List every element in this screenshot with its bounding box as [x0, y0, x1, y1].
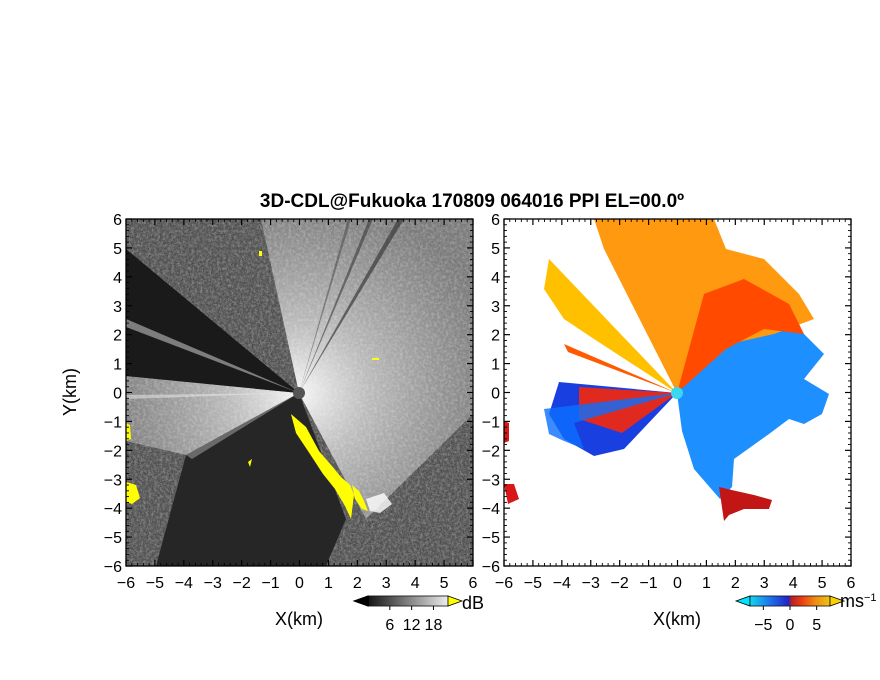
velocity-y-tick-label: 4 [491, 270, 500, 287]
bright-spots [366, 493, 392, 513]
velocity-y-tick-label: −3 [482, 472, 500, 489]
blocked-sector [126, 249, 299, 393]
velocity-colorbar-unit: ms−1 [840, 591, 877, 611]
velocity-x-tick-label: −2 [611, 575, 629, 592]
velocity-colorbar-tick-label: 0 [786, 617, 795, 634]
velocity-y-tick-label: −1 [482, 414, 500, 431]
intensity-colorbar-tick-label: 18 [425, 617, 443, 634]
intensity-ticks: −6 −5 −4 −3 −2 −1 0 1 2 3 4 5 6 −6 −5 −4 −3 −2 −1 0 1 2 3 4 5 6 [104, 212, 478, 592]
velocity-colorbar-tick-label: 5 [812, 617, 821, 634]
intensity-y-tick-label: 4 [113, 270, 122, 287]
receding-flow-core [677, 279, 804, 393]
intensity-x-tick-label: −6 [117, 575, 135, 592]
intensity-y-tick-label: 2 [113, 328, 122, 345]
intensity-x-tick-label: −4 [175, 575, 193, 592]
intensity-x-tick-label: 2 [353, 575, 362, 592]
intensity-x-tick-label: −2 [233, 575, 251, 592]
intensity-colorbar-tick-label: 12 [403, 617, 421, 634]
intensity-x-tick-label: 0 [295, 575, 304, 592]
intensity-colorbar-tick-label: 6 [385, 617, 394, 634]
velocity-ticks: −6 −5 −4 −3 −2 −1 0 1 2 3 4 5 6 −6 −5 −4 −3 −2 −1 0 1 2 3 4 5 6 [482, 212, 856, 592]
velocity-y-tick-label: 6 [491, 212, 500, 229]
velocity-x-tick-label: −4 [553, 575, 571, 592]
strong-echo-mask [126, 251, 379, 519]
velocity-colorbar: −5 0 5 ms−1 [734, 591, 877, 634]
velocity-x-tick-label: 5 [818, 575, 827, 592]
velocity-x-tick-label: −5 [524, 575, 542, 592]
velocity-colorbar-tick-label: −5 [754, 617, 772, 634]
intensity-x-tick-label: 5 [440, 575, 449, 592]
intensity-x-tick-label: 3 [382, 575, 391, 592]
velocity-x-tick-label: −6 [495, 575, 513, 592]
intensity-y-tick-label: 3 [113, 299, 122, 316]
velocity-x-tick-label: 4 [789, 575, 798, 592]
right-x-axis-label: X(km) [653, 609, 701, 629]
intensity-y-tick-label: −1 [104, 414, 122, 431]
velocity-y-tick-label: −4 [482, 501, 500, 518]
y-axis-label: Y(km) [60, 368, 80, 416]
velocity-x-tick-label: 2 [731, 575, 740, 592]
intensity-x-tick-label: −3 [204, 575, 222, 592]
velocity-y-tick-label: −6 [482, 559, 500, 576]
velocity-panel: −6 −5 −4 −3 −2 −1 0 1 2 3 4 5 6 −6 −5 −4 −3 −2 −1 0 1 2 3 4 5 6 [482, 212, 856, 592]
velocity-x-tick-label: 6 [847, 575, 856, 592]
intensity-colorbar-unit: dB [462, 593, 484, 613]
velocity-image [504, 219, 851, 566]
intensity-y-tick-label: −2 [104, 443, 122, 460]
velocity-x-tick-label: −3 [582, 575, 600, 592]
velocity-y-tick-label: 2 [491, 328, 500, 345]
velocity-y-tick-label: 3 [491, 299, 500, 316]
approaching-flow [677, 314, 829, 499]
intensity-image [126, 219, 473, 566]
intensity-colorbar: 6 12 18 dB [352, 593, 484, 634]
figure-title: 3D-CDL@Fukuoka 170809 064016 PPI EL=00.0… [260, 191, 684, 212]
intensity-x-tick-label: −1 [261, 575, 279, 592]
velocity-x-tick-label: −1 [639, 575, 657, 592]
intensity-x-tick-label: 6 [469, 575, 478, 592]
intensity-panel: −6 −5 −4 −3 −2 −1 0 1 2 3 4 5 6 −6 −5 −4 −3 −2 −1 0 1 2 3 4 5 6 [104, 212, 478, 592]
velocity-x-tick-label: 0 [673, 575, 682, 592]
velocity-x-tick-label: 1 [702, 575, 711, 592]
intensity-y-tick-label: 5 [113, 241, 122, 258]
intensity-y-tick-label: −6 [104, 559, 122, 576]
velocity-x-tick-label: 3 [760, 575, 769, 592]
velocity-y-tick-label: 1 [491, 357, 500, 374]
intensity-y-tick-label: 0 [113, 386, 122, 403]
intensity-x-tick-label: 4 [411, 575, 420, 592]
intensity-y-tick-label: −3 [104, 472, 122, 489]
intensity-x-tick-label: 1 [324, 575, 333, 592]
velocity-y-tick-label: 0 [491, 386, 500, 403]
velocity-y-tick-label: 5 [491, 241, 500, 258]
intensity-y-tick-label: −4 [104, 501, 122, 518]
intensity-y-tick-label: 1 [113, 357, 122, 374]
left-x-axis-label: X(km) [275, 609, 323, 629]
velocity-y-tick-label: −2 [482, 443, 500, 460]
intensity-x-tick-label: −5 [146, 575, 164, 592]
intensity-y-tick-label: −5 [104, 530, 122, 547]
intensity-y-tick-label: 6 [113, 212, 122, 229]
velocity-y-tick-label: −5 [482, 530, 500, 547]
